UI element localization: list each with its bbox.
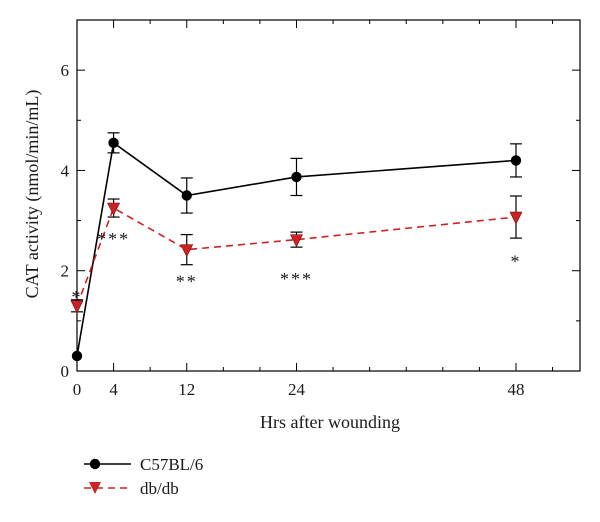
plot-frame [76,19,581,372]
x-axis-title: Hrs after wounding [260,412,400,432]
series-1-point-48 [510,155,522,166]
x-tick-label-12: 12 [178,380,195,399]
series-1-point-0 [71,350,83,362]
significance-label-5: * [510,252,521,272]
x-tick-label-24: 24 [288,380,306,399]
y-tick-label-6: 6 [61,61,70,80]
x-tick-label-48: 48 [507,380,524,399]
significance-label-2: *** [97,229,130,249]
x-tick-label-4: 4 [109,380,118,399]
significance-annotations: ****** **** [72,229,521,307]
series-2-line [76,206,517,307]
legend-marker-c57bl6 [89,458,101,470]
y-axis-title: CAT activity (nmol/min/mL) [22,90,43,299]
x-tick-label-0: 0 [73,380,82,399]
legend: C57BL/6 db/db [84,455,203,498]
series-1-point-12 [181,190,192,201]
significance-label-3: ** [176,272,198,292]
axis-ticks [76,19,580,372]
series-2-point-48 [509,211,523,225]
legend-marker-dbdb [89,482,101,494]
data-markers [70,137,523,362]
y-tick-label-0: 0 [61,362,70,381]
significance-label-4: *** [280,269,313,289]
series-2-point-24 [290,234,303,248]
plot-border [76,19,581,372]
legend-label-c57bl6: C57BL/6 [140,455,203,474]
legend-label-dbdb: db/db [140,479,179,498]
series-2-point-12 [180,244,194,258]
series-1-point-24 [291,171,302,183]
series-2-point-0 [70,300,84,314]
legend-entry-c57bl6: C57BL/6 [84,455,203,474]
series-2-point-4 [107,202,121,216]
series-1-point-4 [108,137,119,149]
significance-label-1: * [72,287,83,307]
y-tick-label-4: 4 [61,161,70,180]
legend-entry-dbdb: db/db [84,479,179,498]
y-tick-label-2: 2 [61,262,70,281]
